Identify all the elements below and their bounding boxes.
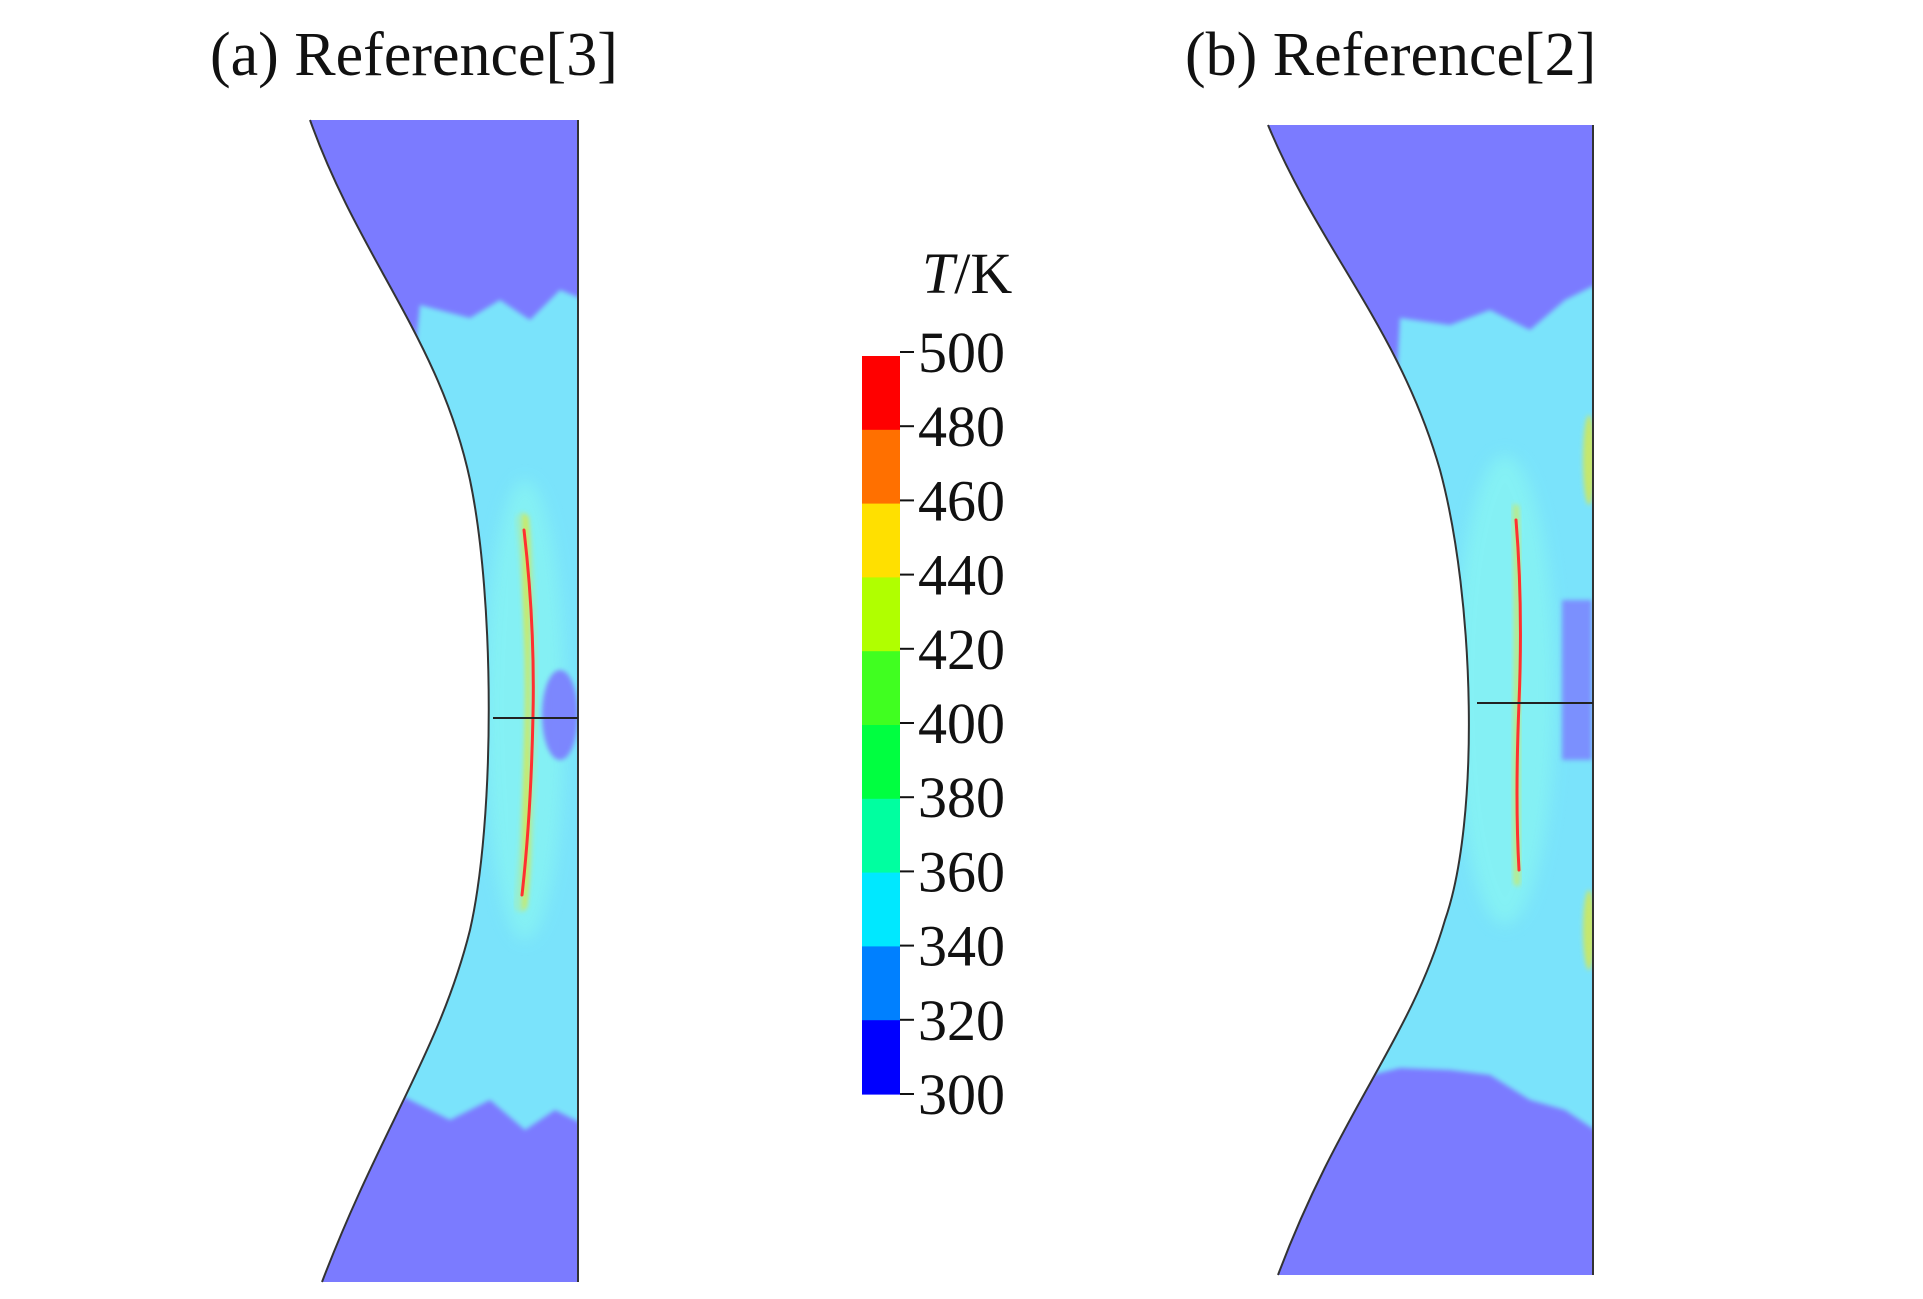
colorbar-tick-label: 360 <box>918 839 1005 904</box>
colorbar: T/K 500 480 460 440 420 400 380 360 340 320 300 <box>862 241 1012 1127</box>
colorbar-swatches <box>862 356 900 1095</box>
colorbar-swatch-7 <box>862 872 900 947</box>
colorbar-swatch-9 <box>862 1020 900 1095</box>
colorbar-swatch-5 <box>862 725 900 800</box>
colorbar-tick-label: 460 <box>918 468 1005 533</box>
panel-b-curved-boundary <box>1267 124 1470 1276</box>
colorbar-ticks: 500 480 460 440 420 400 380 360 340 320 300 <box>900 320 1005 1127</box>
colorbar-swatch-8 <box>862 946 900 1021</box>
colorbar-swatch-4 <box>862 651 900 726</box>
colorbar-swatch-6 <box>862 798 900 874</box>
colorbar-tick-label: 500 <box>918 320 1005 385</box>
colorbar-tick-label: 340 <box>918 914 1005 979</box>
colorbar-tick-label: 300 <box>918 1062 1005 1127</box>
colorbar-swatch-1 <box>862 429 900 505</box>
colorbar-swatch-0 <box>862 356 900 431</box>
panel-a-plot <box>309 119 579 1283</box>
panel-a-cold-spot <box>542 670 578 760</box>
colorbar-unit-label: T/K <box>922 241 1012 306</box>
panel-b-plot <box>1267 124 1594 1276</box>
colorbar-tick-label: 400 <box>918 691 1005 756</box>
panel-a-curved-boundary <box>309 119 490 1283</box>
panel-a-field <box>310 120 578 1282</box>
panel-b-title: (b) Reference[2] <box>1185 21 1597 89</box>
colorbar-swatch-2 <box>862 503 900 578</box>
panel-a-title: (a) Reference[3] <box>210 21 618 89</box>
colorbar-tick-label: 420 <box>918 617 1005 682</box>
colorbar-tick-label: 320 <box>918 988 1005 1053</box>
colorbar-tick-label: 480 <box>918 394 1005 459</box>
panel-b-cold-spot <box>1562 600 1592 760</box>
panel-b-warmer-zone <box>1455 455 1555 925</box>
panel-a-hot-core <box>520 528 535 897</box>
colorbar-unit: /K <box>954 241 1012 306</box>
colorbar-tick-label: 380 <box>918 765 1005 830</box>
colorbar-tick-label: 440 <box>918 543 1005 608</box>
panel-b-field <box>1268 125 1593 1275</box>
colorbar-swatch-3 <box>862 577 900 652</box>
panel-a-warmer-zone <box>485 480 565 940</box>
colorbar-var: T <box>922 241 958 306</box>
